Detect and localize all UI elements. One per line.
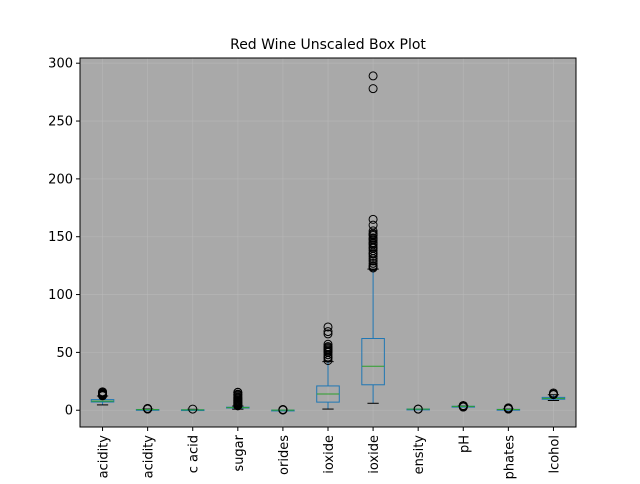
flier-point bbox=[368, 258, 378, 268]
y-tick-label: 100 bbox=[48, 288, 73, 303]
x-tick-label: orides bbox=[277, 435, 292, 475]
flier-point bbox=[323, 342, 333, 352]
y-tick-label: 150 bbox=[48, 230, 73, 245]
x-tick-label: pH bbox=[457, 435, 472, 453]
y-tick-label: 50 bbox=[56, 346, 73, 361]
flier-point bbox=[548, 388, 558, 398]
x-tick-label: ensity bbox=[412, 435, 427, 475]
x-tick-label: c acid bbox=[187, 435, 202, 473]
flier-point bbox=[323, 322, 333, 332]
flier-point bbox=[368, 84, 378, 94]
x-tick-label: ioxide bbox=[367, 435, 382, 474]
y-tick-label: 250 bbox=[48, 115, 73, 130]
x-tick-label: ioxide bbox=[322, 435, 337, 474]
x-tick-label: lcohol bbox=[547, 435, 562, 474]
flier-point bbox=[368, 261, 378, 271]
plot-area: 0 50 100 150 200 250 300 acidity acidity c acid su… bbox=[48, 57, 577, 480]
flier-point bbox=[323, 327, 333, 337]
flier-point bbox=[323, 329, 333, 339]
x-tick-label: acidity bbox=[142, 435, 157, 479]
flier-point bbox=[368, 233, 378, 243]
flier-point bbox=[413, 404, 423, 414]
flier-point bbox=[323, 339, 333, 349]
box bbox=[361, 338, 385, 386]
flier-point bbox=[278, 405, 288, 415]
flier-point bbox=[458, 401, 468, 411]
flier-point bbox=[368, 71, 378, 81]
y-tick-label: 300 bbox=[48, 57, 73, 72]
x-tick-label: acidity bbox=[97, 435, 112, 479]
flier-point bbox=[98, 387, 108, 397]
flier-point bbox=[188, 404, 198, 414]
y-tick-label: 0 bbox=[65, 404, 73, 419]
flier-point bbox=[233, 387, 243, 397]
x-tick-label: phates bbox=[502, 435, 517, 480]
flier-point bbox=[503, 403, 513, 413]
flier-point bbox=[143, 403, 153, 413]
flier-point bbox=[368, 226, 378, 236]
chart-title: Red Wine Unscaled Box Plot bbox=[230, 37, 426, 53]
flier-point bbox=[368, 214, 378, 224]
flier-point bbox=[368, 220, 378, 230]
x-tick-label: sugar bbox=[232, 434, 247, 471]
y-tick-label: 200 bbox=[48, 172, 73, 187]
